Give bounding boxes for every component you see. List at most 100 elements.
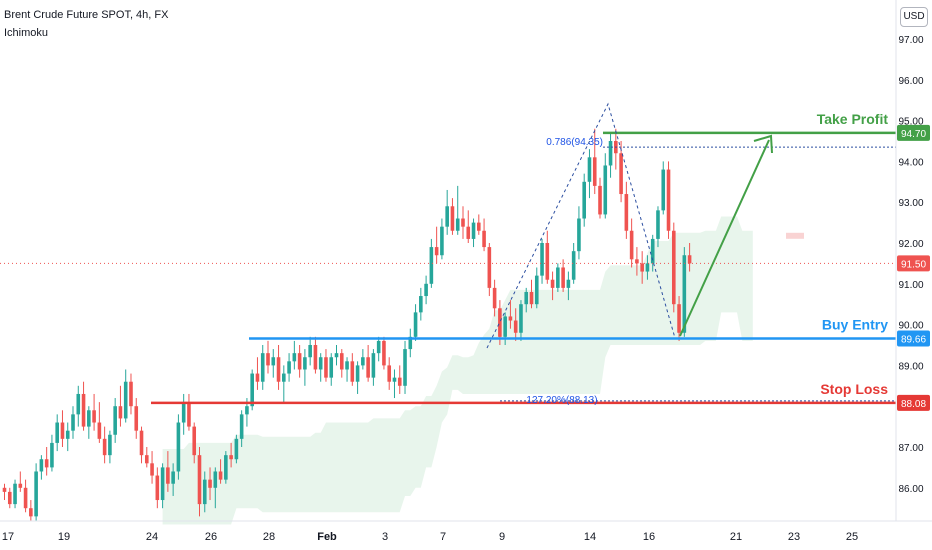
- price-tags: 94.70 91.50 89.66 88.08: [897, 124, 930, 411]
- candle-body: [76, 393, 81, 415]
- candle-body: [166, 467, 170, 484]
- candle-body: [13, 483, 17, 505]
- candle-body: [2, 487, 7, 492]
- candle-body: [408, 336, 413, 350]
- candle-body: [492, 287, 497, 309]
- candle-body: [171, 471, 175, 484]
- candle-body: [176, 422, 181, 472]
- candle-body: [545, 243, 550, 280]
- candle-body: [29, 508, 33, 517]
- candle-body: [392, 377, 397, 382]
- candle-body: [524, 291, 529, 305]
- candle-body: [629, 230, 634, 260]
- candle-body: [218, 471, 223, 480]
- candle-body: [566, 279, 571, 288]
- candle-body: [250, 373, 254, 407]
- candle-body: [434, 247, 439, 256]
- take-profit-tag: [897, 124, 930, 141]
- candle-body: [403, 349, 407, 386]
- candle-body: [477, 222, 481, 231]
- candle-body: [271, 357, 276, 366]
- candle-body: [577, 218, 581, 252]
- price-tick-label: 96.00: [898, 76, 923, 87]
- candle-body: [540, 243, 544, 276]
- candle-body: [550, 279, 555, 288]
- candle-body: [97, 422, 102, 439]
- candle-body: [650, 238, 655, 264]
- candle-body: [645, 263, 650, 272]
- candle-body: [687, 255, 692, 264]
- stop-loss-tag-text: 88.08: [901, 399, 926, 410]
- candle-body: [571, 251, 576, 280]
- candle-body: [498, 308, 502, 337]
- currency-button[interactable]: USD: [900, 7, 928, 27]
- candle-body: [324, 357, 328, 378]
- candle-body: [582, 181, 586, 219]
- candle-body: [661, 169, 666, 211]
- candle-body: [487, 247, 492, 288]
- candle-body: [129, 381, 133, 407]
- candle-body: [65, 430, 70, 439]
- time-tick-label: 9: [499, 531, 505, 543]
- candle-body: [534, 275, 539, 305]
- time-tick-label: 17: [2, 531, 14, 543]
- price-tick-label: 97.00: [898, 35, 923, 46]
- candle-body: [34, 471, 38, 517]
- price-axis[interactable]: 86.0087.0088.0089.0090.0091.0092.0093.00…: [895, 0, 924, 521]
- candle-body: [561, 267, 565, 288]
- candle-body: [529, 291, 534, 305]
- candle-body: [50, 442, 54, 468]
- time-axis[interactable]: 17 19 24 26 28 Feb 3 7 9 14 16 21 23 25: [0, 520, 932, 543]
- candle-body: [482, 230, 486, 248]
- candle-body: [213, 471, 218, 488]
- candle-body: [181, 402, 186, 423]
- candle-body: [345, 361, 349, 370]
- candle-body: [677, 304, 681, 333]
- stop-loss-label: Stop Loss: [820, 381, 888, 397]
- candle-body: [113, 406, 117, 435]
- candle-body: [466, 226, 471, 239]
- candle-body: [587, 157, 592, 182]
- candle-body: [18, 483, 23, 488]
- price-tick-label: 87.00: [898, 443, 923, 454]
- candle-body: [308, 345, 312, 358]
- candle-body: [619, 153, 623, 195]
- price-tick-label: 94.00: [898, 157, 923, 168]
- candle-body: [376, 340, 381, 354]
- candle-body: [355, 365, 360, 382]
- indicator-label[interactable]: Ichimoku: [4, 27, 49, 39]
- candle-body: [239, 414, 244, 439]
- ichimoku-cloud: [162, 216, 804, 525]
- candle-body: [419, 296, 423, 313]
- time-tick-label: 14: [584, 531, 596, 543]
- candle-body: [197, 455, 202, 505]
- candle-body: [229, 455, 233, 460]
- candle-body: [503, 316, 507, 337]
- candle-body: [160, 467, 165, 501]
- candle-body: [461, 218, 465, 227]
- time-tick-label: 25: [846, 531, 858, 543]
- candle-body: [192, 426, 197, 456]
- candle-body: [150, 463, 154, 476]
- buy-entry-tag: [897, 330, 930, 347]
- candle-body: [134, 406, 139, 431]
- buy-entry-tag-text: 89.66: [901, 334, 926, 345]
- candle-body: [603, 165, 608, 215]
- candle-body: [187, 402, 191, 427]
- candle-body: [635, 259, 639, 264]
- price-tick-label: 90.00: [898, 321, 923, 332]
- current-price-tag: [897, 255, 930, 272]
- symbol-title[interactable]: Brent Crude Future SPOT, 4h, FX: [4, 9, 169, 21]
- candle-body: [287, 361, 291, 374]
- candle-body: [297, 353, 302, 370]
- candle-body: [519, 304, 523, 333]
- candle-body: [382, 340, 386, 366]
- price-tick-label: 91.00: [898, 280, 923, 291]
- buy-entry-label: Buy Entry: [822, 316, 888, 332]
- candle-body: [640, 263, 644, 272]
- candle-body: [202, 479, 207, 505]
- time-tick-label: 23: [788, 531, 800, 543]
- candle-body: [413, 312, 418, 337]
- candle-body: [23, 487, 28, 509]
